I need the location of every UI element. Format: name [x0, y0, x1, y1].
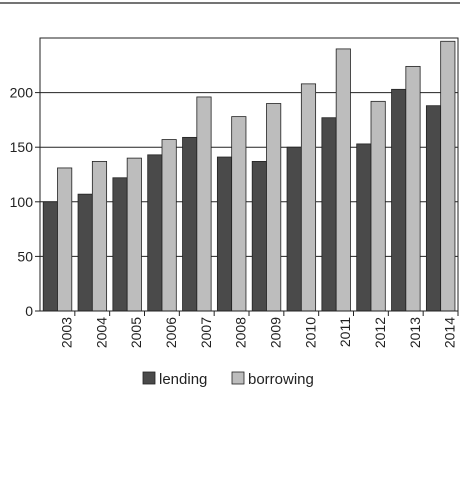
- bar-borrowing: [57, 167, 73, 312]
- legend-swatch-borrowing: [231, 371, 245, 385]
- y-tick-label: 200: [10, 85, 34, 101]
- x-tick-label: 2007: [198, 317, 214, 348]
- x-tick-label: 2005: [128, 317, 144, 348]
- x-axis: 2003 2004 2005 2006 2007 2008 2009 2010 2011 2012…: [58, 311, 459, 348]
- bar-lending: [251, 160, 267, 312]
- bar-lending: [356, 143, 372, 312]
- bar-borrowing: [161, 139, 177, 312]
- x-tick-label: 2013: [407, 317, 423, 348]
- x-tick-label: 2008: [233, 317, 249, 348]
- bar-borrowing: [370, 100, 386, 312]
- bar-borrowing: [335, 48, 351, 312]
- bar-borrowing: [300, 83, 317, 312]
- y-tick-label: 100: [10, 194, 34, 210]
- bar-lending: [147, 154, 163, 312]
- bar-lending: [77, 193, 93, 312]
- bar-lending: [216, 156, 233, 312]
- legend: lending borrowing: [142, 371, 314, 388]
- x-tick-label: 2009: [267, 317, 283, 348]
- x-tick-label: 2010: [302, 317, 318, 348]
- x-tick-label: 2004: [93, 317, 109, 348]
- bar-lending: [286, 146, 302, 312]
- bar-borrowing: [231, 116, 247, 312]
- bar-lending: [182, 136, 198, 312]
- bar-borrowing: [126, 157, 142, 312]
- bar-lending: [321, 117, 337, 312]
- x-tick-label: 2014: [442, 317, 458, 348]
- bar-lending: [42, 201, 58, 312]
- legend-label-borrowing: borrowing: [248, 371, 314, 388]
- x-tick-label: 2006: [163, 317, 179, 348]
- y-axis: 0 50 100 150 200: [10, 85, 40, 319]
- y-tick-label: 0: [25, 303, 33, 319]
- legend-swatch-lending: [142, 371, 156, 385]
- y-tick-label: 150: [10, 139, 34, 155]
- x-tick-label: 2003: [58, 317, 74, 348]
- bars: [42, 40, 456, 312]
- bar-lending: [425, 105, 442, 312]
- gridlines: [40, 92, 458, 257]
- legend-label-lending: lending: [159, 371, 207, 388]
- x-tick-label: 2012: [372, 317, 388, 348]
- x-tick-label: 2011: [337, 317, 353, 347]
- bar-borrowing: [405, 65, 421, 312]
- y-tick-label: 50: [17, 248, 33, 264]
- bar-borrowing: [91, 160, 108, 312]
- bar-lending: [112, 177, 128, 312]
- bar-lending: [391, 88, 407, 312]
- bar-borrowing: [196, 96, 212, 312]
- bar-borrowing: [440, 40, 456, 312]
- bar-borrowing: [266, 103, 282, 312]
